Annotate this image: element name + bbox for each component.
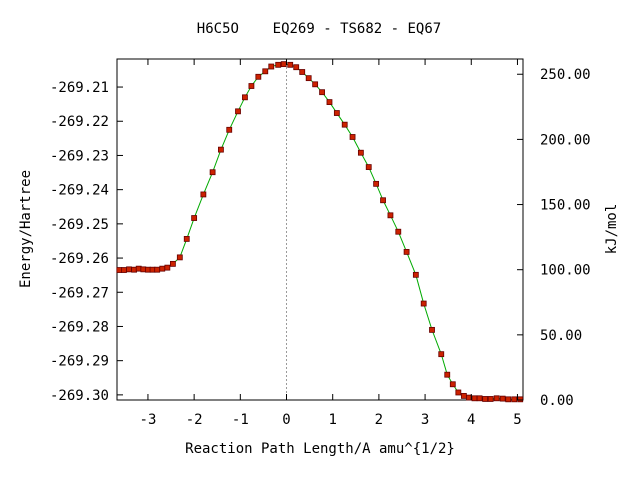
data-point <box>164 264 171 271</box>
data-point <box>357 149 364 156</box>
data-point <box>159 265 166 272</box>
y-tick-label: -269.28 <box>50 319 109 335</box>
data-point <box>305 75 312 82</box>
data-point <box>471 395 478 402</box>
data-point <box>287 61 294 68</box>
x-tick-label: -3 <box>140 412 157 428</box>
plot-area <box>116 58 524 403</box>
y-axis-left: -269.21 -269.22 -269.23 -269.24 -269.25 -269.… <box>50 80 123 404</box>
data-point <box>280 61 287 68</box>
data-point <box>262 68 269 75</box>
y-tick-label: -269.25 <box>50 217 109 233</box>
data-point <box>487 396 494 402</box>
data-point <box>380 197 386 204</box>
x-tick-label: -2 <box>186 412 203 428</box>
data-point <box>455 389 462 396</box>
data-point <box>429 326 435 333</box>
data-point <box>476 395 483 402</box>
x-axis: -3 -2 -1 0 1 2 3 4 5 <box>140 59 522 428</box>
y2-tick-label: 250.00 <box>540 67 591 83</box>
data-point <box>505 396 512 403</box>
data-point <box>373 180 380 187</box>
data-point <box>511 396 518 403</box>
y-axis-label: Energy/Hartree <box>18 170 34 288</box>
data-point <box>449 381 456 388</box>
x-tick-label: 3 <box>421 412 429 428</box>
data-point <box>420 300 427 307</box>
data-point <box>242 94 248 101</box>
x-tick-label: 4 <box>467 412 475 428</box>
chart-title: H6C5O EQ269 - TS682 - EQ67 <box>197 21 441 37</box>
data-point <box>275 61 282 68</box>
y2-tick-label: 150.00 <box>540 198 591 214</box>
y-tick-label: -269.26 <box>50 251 109 267</box>
data-point <box>333 110 340 116</box>
data-point <box>299 69 306 75</box>
y-tick-label: -269.27 <box>50 285 109 301</box>
y-tick-label: -269.22 <box>50 114 109 130</box>
y-tick-label: -269.21 <box>50 80 109 96</box>
data-point <box>466 394 472 401</box>
data-point <box>248 83 255 89</box>
x-tick-label: 2 <box>375 412 383 428</box>
y2-tick-label: 0.00 <box>540 393 574 409</box>
data-point <box>493 395 500 402</box>
data-point <box>403 248 410 255</box>
data-point <box>444 371 451 378</box>
data-point <box>341 121 348 128</box>
data-point <box>517 396 524 403</box>
data-point <box>482 396 489 402</box>
plot-frame <box>116 58 524 401</box>
data-point <box>395 228 402 235</box>
data-point <box>460 392 467 399</box>
data-point <box>226 126 233 133</box>
data-point <box>218 146 224 153</box>
x-tick-label: -1 <box>232 412 249 428</box>
data-point <box>319 89 325 96</box>
series-line <box>119 63 521 400</box>
y-tick-label: -269.30 <box>50 388 109 404</box>
data-point <box>200 191 207 198</box>
data-point <box>387 212 394 219</box>
y2-tick-label: 50.00 <box>540 328 582 344</box>
y-axis-right: 0.00 50.00 100.00 150.00 200.00 250.00 <box>517 67 591 409</box>
data-point <box>121 267 127 273</box>
data-point <box>438 351 445 358</box>
x-tick-label: 1 <box>328 412 336 428</box>
y-tick-label: -269.23 <box>50 148 109 164</box>
data-point <box>326 99 333 105</box>
data-point <box>154 266 161 273</box>
data-point <box>365 164 372 170</box>
y2-tick-label: 100.00 <box>540 263 591 279</box>
data-point <box>268 63 275 70</box>
data-point <box>209 169 216 176</box>
data-point <box>183 236 190 242</box>
data-point <box>191 215 198 221</box>
y-tick-label: -269.24 <box>50 183 109 199</box>
y2-axis-label: kJ/mol <box>604 204 620 255</box>
data-point <box>293 64 300 71</box>
x-tick-label: 0 <box>282 412 290 428</box>
y-tick-label: -269.29 <box>50 354 109 370</box>
data-point <box>412 271 419 278</box>
data-point <box>312 81 319 88</box>
x-axis-label: Reaction Path Length/A amu^{1/2} <box>185 441 455 457</box>
data-point <box>169 260 176 267</box>
data-point <box>349 134 356 140</box>
data-point <box>235 108 241 115</box>
y2-tick-label: 200.00 <box>540 132 591 148</box>
data-point <box>255 73 262 80</box>
x-tick-label: 5 <box>513 412 521 428</box>
data-point <box>176 254 183 261</box>
data-point <box>126 266 132 273</box>
data-point <box>499 395 506 402</box>
